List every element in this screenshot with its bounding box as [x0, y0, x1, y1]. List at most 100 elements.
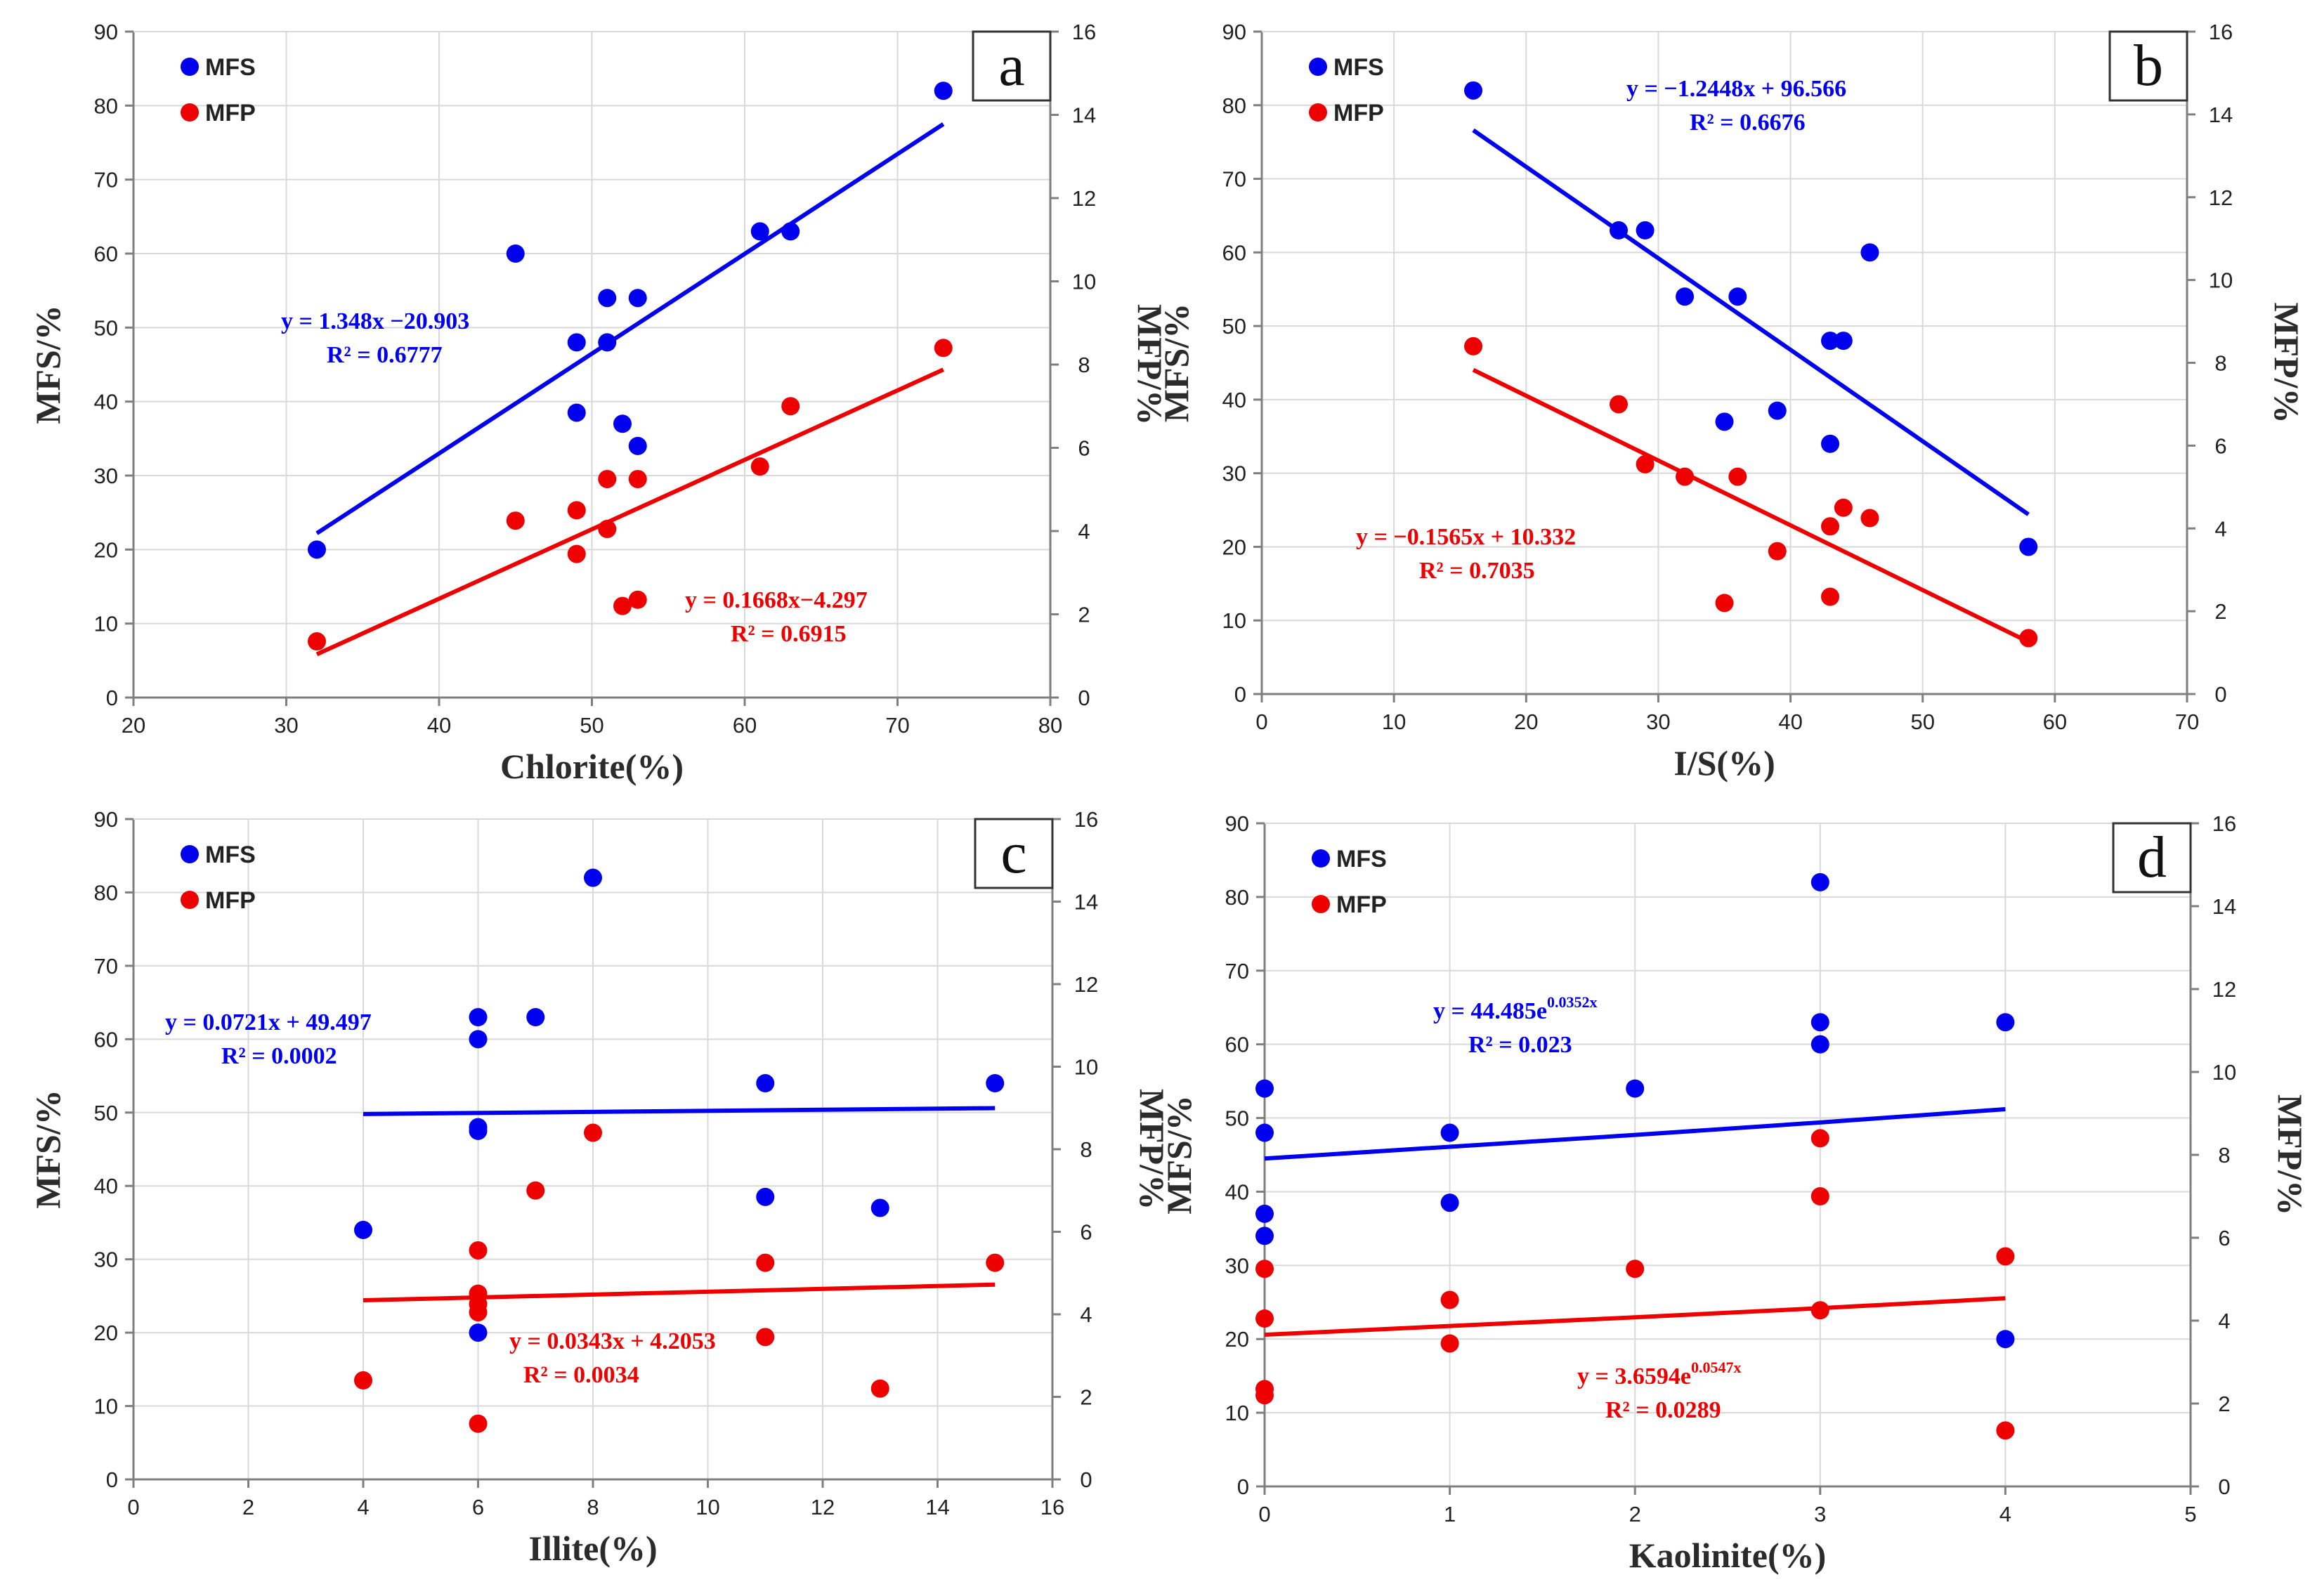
data-point-mfs — [1810, 1013, 1829, 1032]
trend-equation: y = 3.6594e0.0547x — [1577, 1359, 1741, 1389]
data-point-mfp — [1440, 1290, 1459, 1309]
x-tick-label: 30 — [274, 713, 298, 738]
y-tick-label: 20 — [94, 537, 118, 562]
trendline-mfp — [363, 1282, 996, 1303]
data-point-mfs — [756, 1187, 775, 1206]
y2-axis-title: MFP/% — [2267, 302, 2306, 423]
y-tick-label: 90 — [94, 807, 118, 832]
x-axis-title: Chlorite(%) — [500, 747, 684, 786]
data-point-mfp — [1715, 594, 1734, 613]
data-point-mfs — [750, 222, 769, 241]
y-tick-label: 10 — [1222, 608, 1246, 633]
x-tick-label: 16 — [1040, 1495, 1064, 1519]
r-squared: R² = 0.0002 — [221, 1043, 337, 1069]
equation-exponent: 0.0352x — [1547, 993, 1598, 1011]
panel-letter: b — [2134, 33, 2163, 98]
trendline-mfp — [1264, 1296, 2006, 1337]
x-tick-label: 50 — [1910, 709, 1934, 734]
x-tick-label: 50 — [580, 713, 603, 738]
data-point-mfs — [1255, 1227, 1274, 1245]
r-squared: R² = 0.6676 — [1690, 110, 1806, 136]
y2-tick-label: 10 — [1072, 270, 1096, 294]
panel-letter: a — [998, 33, 1024, 98]
y2-tick-label: 2 — [2214, 599, 2226, 624]
panel-letter-box — [974, 818, 1054, 889]
data-point-mfs — [1440, 1193, 1459, 1212]
data-point-mfs — [1626, 1079, 1645, 1098]
data-point-mfs — [1810, 872, 1829, 891]
panel-c: 0 2 4 6 8 10 12 14 16 0 10 20 30 40 50 60 70 80 90 0 2 4 6 8 10 1… — [28, 807, 1172, 1568]
data-point-mfs — [584, 868, 602, 887]
data-point-mfs — [1464, 81, 1483, 100]
data-point-mfp — [354, 1371, 372, 1389]
data-point-mfp — [628, 469, 647, 488]
data-point-mfp — [567, 544, 586, 563]
x-tick-label: 0 — [1258, 1502, 1270, 1526]
trendline-mfp — [315, 367, 944, 657]
y2-tick-label: 6 — [1078, 436, 1090, 461]
y-tick-label: 30 — [94, 1248, 118, 1272]
legend-marker-mfs — [1309, 58, 1327, 76]
r-squared: R² = 0.6915 — [731, 621, 847, 647]
y-tick-label: 80 — [1222, 93, 1246, 118]
y-tick-label: 60 — [94, 242, 118, 266]
data-point-mfs — [469, 1323, 488, 1342]
x-tick-label: 3 — [1814, 1502, 1826, 1526]
data-point-mfp — [1609, 395, 1628, 414]
legend-label-mfp: MFP — [1336, 891, 1387, 918]
data-point-mfp — [1810, 1129, 1829, 1148]
equation-exponent: 0.0547x — [1691, 1359, 1742, 1376]
x-tick-label: 0 — [1255, 709, 1267, 734]
y-tick-label: 50 — [94, 1101, 118, 1125]
y-tick-label: 70 — [1222, 167, 1246, 192]
y2-axis-title: MFP/% — [1133, 1089, 1172, 1210]
data-point-mfp — [934, 339, 953, 358]
y-axis-title: MFS/% — [1156, 303, 1196, 422]
legend-label-mfp: MFP — [205, 100, 256, 126]
y-tick-label: 40 — [94, 1174, 118, 1198]
y-tick-label: 30 — [1222, 462, 1246, 486]
y-tick-label: 20 — [1225, 1327, 1249, 1352]
data-point-mfp — [613, 596, 632, 615]
data-point-mfp — [598, 469, 617, 488]
panel-letter-box — [2112, 822, 2192, 894]
trend-equation: y = 0.1668x−4.297 — [685, 587, 868, 613]
data-point-mfp — [1768, 542, 1787, 561]
data-point-mfs — [1834, 332, 1853, 351]
x-tick-label: 14 — [925, 1495, 949, 1519]
data-point-mfp — [628, 590, 647, 609]
y-tick-label: 0 — [1237, 1474, 1249, 1499]
data-point-mfs — [628, 289, 647, 308]
data-point-mfs — [1860, 243, 1879, 262]
data-point-mfp — [1728, 467, 1747, 486]
data-point-mfp — [469, 1241, 488, 1260]
y2-tick-label: 6 — [2218, 1226, 2230, 1250]
y2-tick-label: 2 — [1080, 1385, 1092, 1410]
y-axis-title: MFS/% — [1159, 1095, 1199, 1214]
data-point-mfp — [584, 1123, 602, 1142]
panel-a: 20 30 40 50 60 70 80 0 10 20 30 40 50 60 70 80 90 0 2 4 6 8 10… — [28, 20, 1170, 786]
data-point-mfs — [506, 244, 525, 263]
r-squared: R² = 0.0289 — [1605, 1397, 1721, 1423]
data-point-mfp — [1464, 336, 1483, 355]
y-tick-label: 0 — [106, 1467, 118, 1492]
y2-tick-label: 16 — [1072, 20, 1096, 44]
data-point-mfp — [1834, 498, 1853, 517]
x-tick-label: 2 — [242, 1495, 254, 1519]
y2-tick-label: 16 — [1074, 807, 1098, 832]
data-point-mfs — [1255, 1204, 1274, 1223]
x-tick-label: 8 — [587, 1495, 599, 1519]
legend-label-mfs: MFS — [1336, 846, 1387, 872]
trend-equation: y = 1.348x −20.903 — [281, 308, 469, 334]
y2-tick-label: 14 — [2212, 894, 2236, 919]
x-axis-title: Kaolinite(%) — [1629, 1536, 1827, 1575]
data-point-mfs — [1676, 287, 1695, 306]
y2-tick-label: 4 — [1078, 519, 1090, 544]
y-tick-label: 40 — [1222, 388, 1246, 412]
y2-tick-label: 16 — [2212, 811, 2236, 836]
data-point-mfp — [526, 1181, 545, 1200]
trendline-mfp — [1472, 367, 2030, 644]
data-point-mfs — [308, 540, 326, 559]
y2-tick-label: 10 — [2212, 1060, 2236, 1085]
y-tick-label: 70 — [94, 954, 118, 979]
